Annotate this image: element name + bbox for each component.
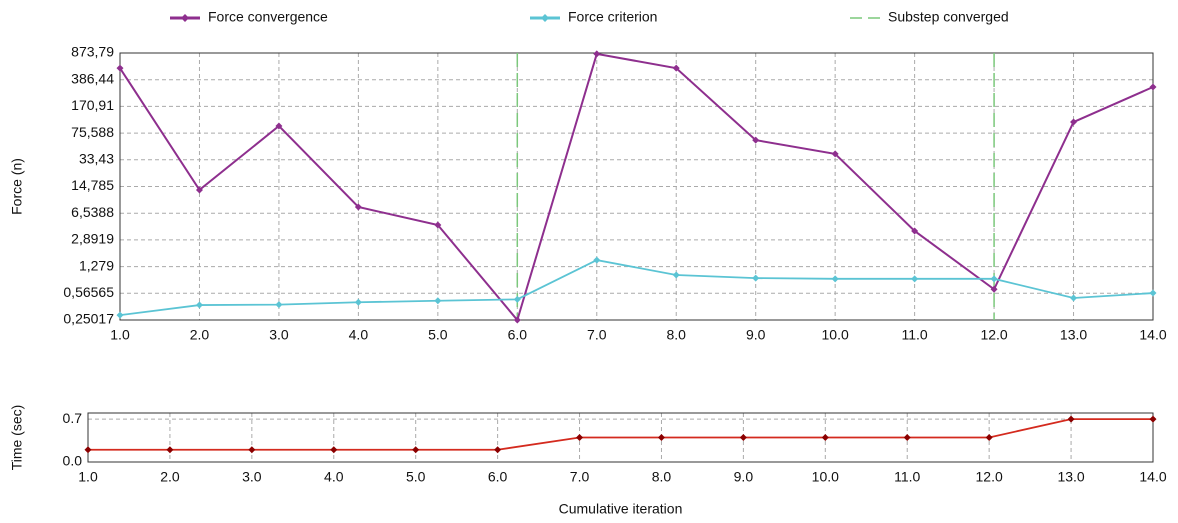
y-tick-label: 0.7 [63,410,83,426]
marker [513,295,521,303]
y-tick-label: 2,8919 [71,231,114,247]
marker [990,275,998,283]
series-line [88,418,1153,451]
x-tick-label: 1.0 [110,327,130,343]
marker [821,434,829,441]
marker [831,275,839,283]
x-tick-label: 5.0 [428,327,448,343]
plot-frame [87,412,1154,463]
marker [116,64,124,72]
marker [903,434,911,441]
x-axis-label: Cumulative iteration [559,501,683,517]
y-tick-label: 1,279 [79,257,114,273]
marker [657,434,665,441]
y-tick-label: 0,25017 [63,311,114,327]
legend-marker [541,14,549,22]
x-tick-label: 2.0 [160,469,180,485]
marker [434,297,442,305]
marker [593,50,601,58]
x-tick-label: 3.0 [242,469,262,485]
marker [434,221,442,229]
x-tick-label: 14.0 [1139,327,1166,343]
marker [330,446,338,454]
marker [275,122,283,130]
y-tick-label: 33,43 [79,151,114,167]
y-tick-label: 14,785 [71,177,114,193]
x-tick-label: 11.0 [894,469,920,485]
marker [1067,415,1075,423]
x-tick-label: 1.0 [78,469,98,485]
marker [195,186,203,194]
x-tick-label: 10.0 [822,327,849,343]
x-tick-label: 7.0 [587,327,607,343]
marker [494,446,502,454]
marker [831,150,839,158]
y-axis-label: Force (n) [9,158,25,215]
y-tick-label: 873,79 [71,44,114,60]
marker [739,434,747,441]
marker [195,301,203,309]
y-tick-label: 386,44 [71,70,114,86]
x-tick-label: 6.0 [508,327,528,343]
x-tick-label: 4.0 [324,469,344,485]
marker [672,64,680,72]
marker [412,446,420,454]
legend-label: Force convergence [208,9,328,25]
y-tick-label: 6,5388 [71,204,114,220]
y-tick-label: 75,588 [71,124,114,140]
y-tick-label: 170,91 [71,97,114,113]
x-tick-label: 12.0 [976,469,1003,485]
marker [911,275,919,283]
marker [354,203,362,211]
x-tick-label: 13.0 [1060,327,1087,343]
marker [166,446,174,454]
x-tick-label: 4.0 [349,327,369,343]
y-axis-label: Time (sec) [9,405,25,471]
legend-label: Substep converged [888,9,1009,25]
x-tick-label: 8.0 [666,327,686,343]
x-tick-label: 14.0 [1139,469,1166,485]
y-tick-label: 0.0 [63,453,83,469]
marker [672,271,680,279]
x-tick-label: 3.0 [269,327,289,343]
marker [513,316,521,324]
marker [1070,118,1078,126]
marker [911,227,919,235]
x-tick-label: 8.0 [652,469,672,485]
x-tick-label: 5.0 [406,469,426,485]
marker [1149,83,1157,91]
plot-frame [119,52,1154,321]
x-tick-label: 11.0 [902,327,928,343]
marker [752,136,760,144]
x-tick-label: 13.0 [1057,469,1084,485]
x-tick-label: 9.0 [734,469,754,485]
x-tick-label: 6.0 [488,469,508,485]
marker [1149,415,1157,423]
legend-label: Force criterion [568,9,657,25]
x-tick-label: 9.0 [746,327,766,343]
legend-marker [181,14,189,22]
x-tick-label: 2.0 [190,327,210,343]
marker [248,446,256,454]
x-tick-label: 12.0 [980,327,1007,343]
marker [752,274,760,282]
marker [1149,289,1157,297]
marker [593,256,601,264]
x-tick-label: 7.0 [570,469,590,485]
x-tick-label: 10.0 [812,469,839,485]
marker [275,301,283,309]
series-line [119,259,1154,317]
marker [576,434,584,441]
marker [990,285,998,293]
marker [116,311,124,319]
marker [1070,294,1078,302]
marker [354,298,362,306]
marker [985,434,993,441]
marker [84,446,92,454]
y-tick-label: 0,56565 [63,284,114,300]
